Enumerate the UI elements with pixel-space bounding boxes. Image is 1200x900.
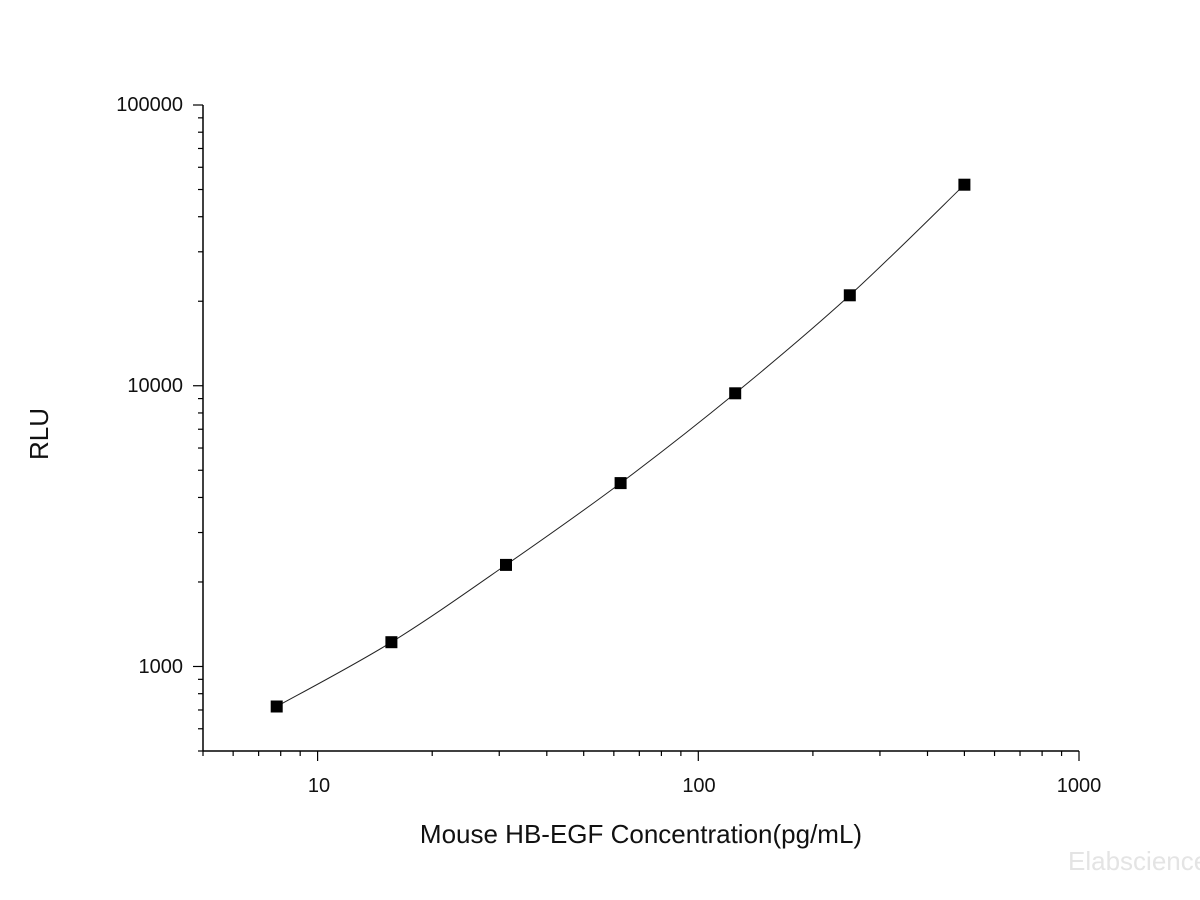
fit-curve <box>276 184 965 707</box>
y-tick-labels: 1000 10000 100000 <box>116 94 183 678</box>
data-points <box>270 178 971 713</box>
data-point-0 <box>270 700 283 713</box>
y-axis-title: RLU <box>24 408 54 460</box>
watermark: Elabscience <box>1068 846 1200 876</box>
data-point-4 <box>729 387 742 400</box>
x-tick-label-10: 10 <box>308 775 330 797</box>
x-tick-labels: 10 100 1000 <box>308 775 1101 797</box>
x-axis <box>202 750 1080 761</box>
y-tick-label-10000: 10000 <box>127 375 183 397</box>
x-axis-title: Mouse HB-EGF Concentration(pg/mL) <box>420 819 862 849</box>
data-point-2 <box>500 558 512 571</box>
y-axis <box>193 104 204 752</box>
y-tick-label-100000: 100000 <box>116 94 183 116</box>
y-tick-label-1000: 1000 <box>139 656 184 678</box>
data-point-6 <box>958 178 971 191</box>
data-point-3 <box>614 477 627 490</box>
data-point-1 <box>385 636 398 649</box>
x-tick-label-100: 100 <box>682 775 715 797</box>
data-point-5 <box>843 289 856 302</box>
x-tick-label-1000: 1000 <box>1057 775 1102 797</box>
